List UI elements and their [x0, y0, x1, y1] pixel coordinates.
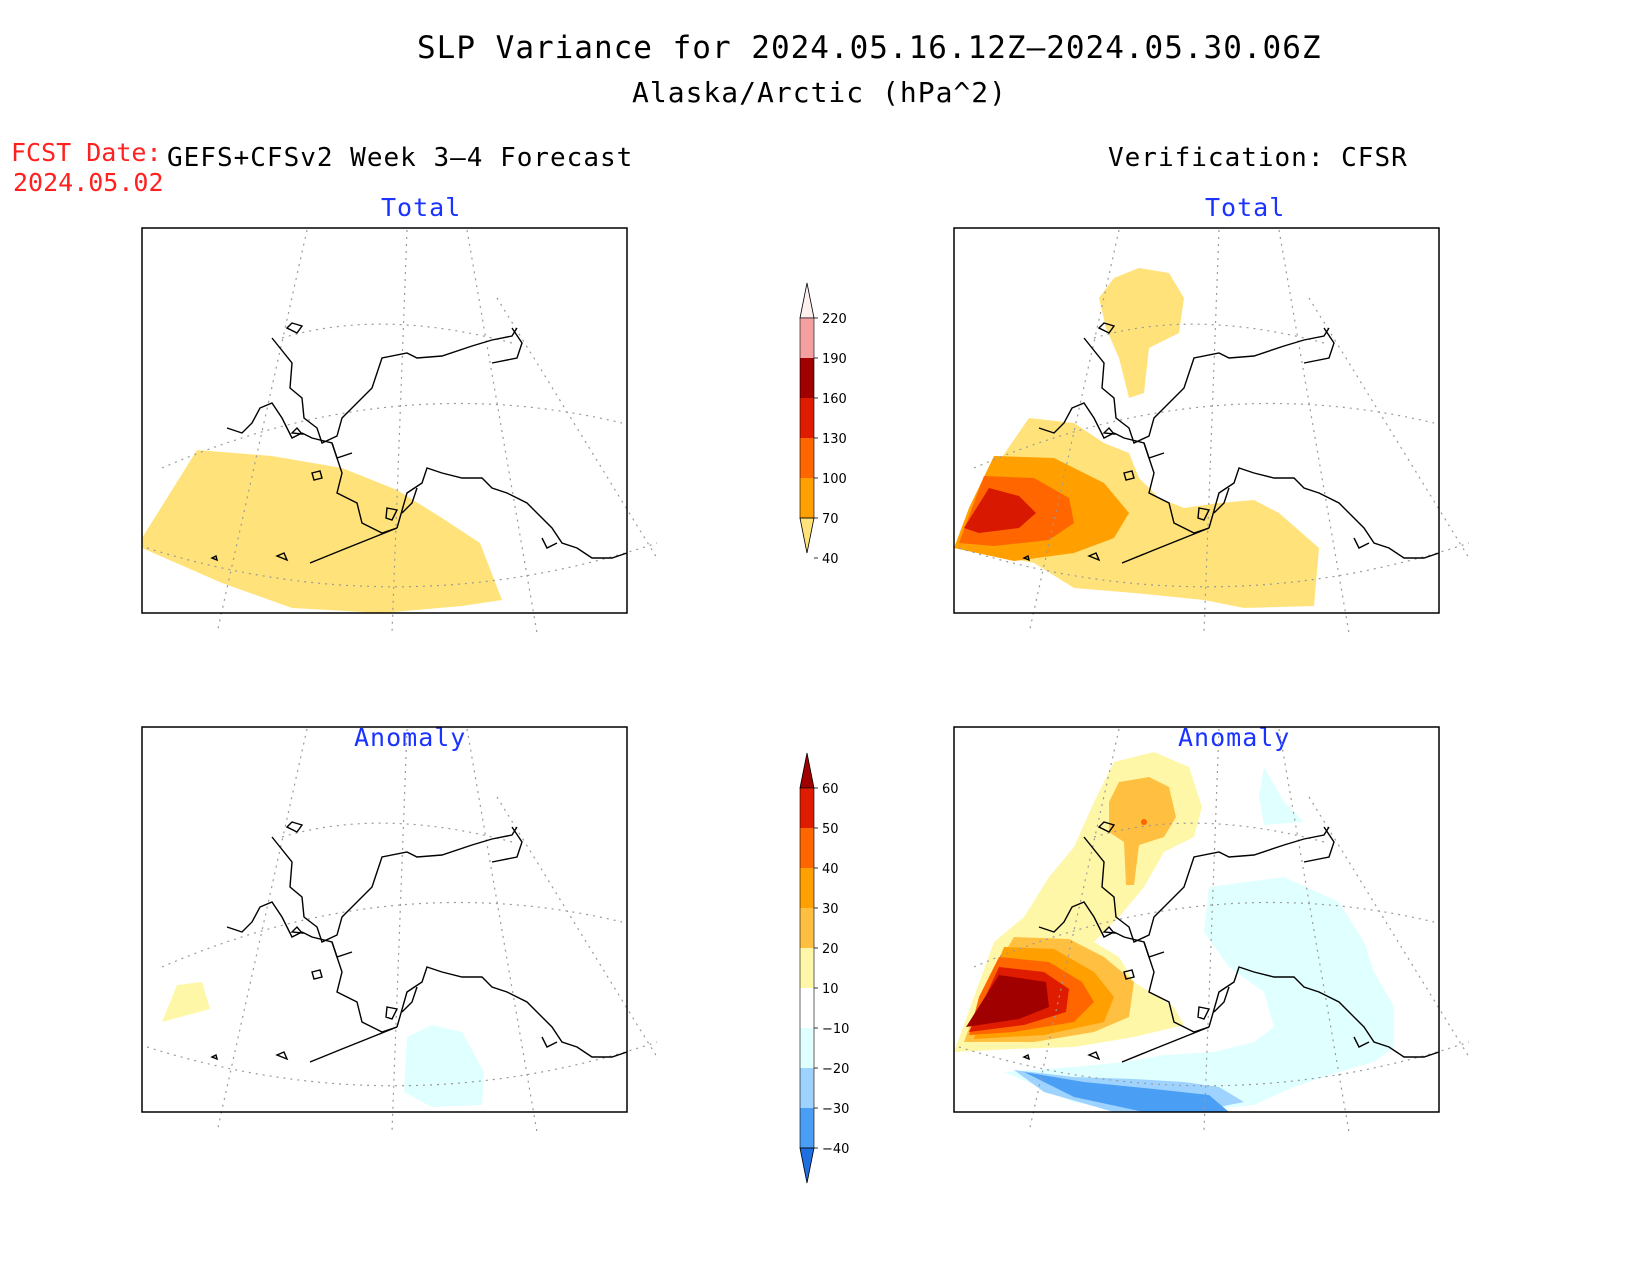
anomaly-colorbar-label: −20 [822, 1062, 849, 1077]
anomaly-colorbar: 60 50 40 30 20 10 −10 −20 −30 −40 [799, 752, 849, 1184]
total-colorbar-segment [800, 478, 814, 518]
verification-anomaly-title: Anomaly [1178, 723, 1291, 752]
anomaly-colorbar-label: −40 [822, 1142, 849, 1157]
anomaly-colorbar-label: 30 [822, 902, 839, 917]
total-colorbar-bottom-arrow [799, 517, 815, 554]
total-colorbar-label: 130 [822, 432, 847, 447]
total-colorbar-segment [800, 318, 814, 358]
verification-total-contour-40a [1099, 268, 1184, 398]
total-colorbar-segment [800, 358, 814, 398]
anomaly-colorbar-segment [800, 788, 814, 828]
anomaly-colorbar-segment [800, 868, 814, 908]
total-colorbar-top-arrow [799, 282, 815, 319]
anomaly-colorbar-label: 60 [822, 782, 839, 797]
total-colorbar-label: 160 [822, 392, 847, 407]
forecast-anomaly-title: Anomaly [354, 723, 467, 752]
figure-subtitle: Alaska/Arctic (hPa^2) [632, 76, 1008, 109]
anomaly-colorbar-segment [800, 1108, 814, 1148]
fcst-date-label: FCST Date: [11, 138, 162, 167]
anomaly-colorbar-label: 10 [822, 982, 839, 997]
verification-anomaly-contour-neg10a [1004, 877, 1394, 1112]
verification-anomaly-contour-neg30 [1024, 1072, 1229, 1112]
verification-anomaly-contour-60 [966, 975, 1049, 1027]
total-colorbar-label: 100 [822, 472, 847, 487]
anomaly-colorbar-segment [800, 1028, 814, 1068]
verification-anomaly-contour-neg10b [1259, 767, 1304, 825]
anomaly-colorbar-segment [800, 948, 814, 988]
total-colorbar-label: 190 [822, 352, 847, 367]
anomaly-colorbar-segment [800, 908, 814, 948]
anomaly-colorbar-segment [800, 828, 814, 868]
forecast-anomaly-contour-neg10 [404, 1025, 484, 1107]
verification-total-contour-130 [964, 488, 1036, 533]
anomaly-colorbar-outline [799, 787, 815, 1149]
anomaly-colorbar-label: 50 [822, 822, 839, 837]
forecast-anomaly-contour-10 [162, 982, 210, 1022]
forecast-total-title: Total [381, 193, 462, 222]
figure-title: SLP Variance for 2024.05.16.12Z–2024.05.… [417, 30, 1322, 66]
verification-total-title: Total [1205, 193, 1286, 222]
verification-total-map [953, 227, 1470, 634]
verification-anomaly-map [953, 726, 1470, 1133]
forecast-total-contour-40 [142, 450, 502, 613]
total-colorbar-label: 70 [822, 512, 839, 527]
forecast-total-map [141, 227, 658, 634]
forecast-anomaly-map [141, 726, 658, 1133]
anomaly-colorbar-label: −30 [822, 1102, 849, 1117]
anomaly-colorbar-segment [800, 1068, 814, 1108]
total-colorbar-label: 40 [822, 552, 839, 567]
anomaly-colorbar-label: 20 [822, 942, 839, 957]
anomaly-colorbar-label: 40 [822, 862, 839, 877]
verification-anomaly-max-dot [1141, 819, 1147, 825]
anomaly-colorbar-segment [800, 988, 814, 1028]
total-colorbar-segment [800, 438, 814, 478]
verification-header: Verification: CFSR [1108, 143, 1408, 173]
total-colorbar-outline [799, 317, 815, 519]
total-colorbar-label: 220 [822, 312, 847, 327]
anomaly-colorbar-bottom-arrow [799, 1147, 815, 1184]
anomaly-colorbar-label: −10 [822, 1022, 849, 1037]
total-colorbar: 220 190 160 130 100 70 40 [799, 282, 847, 567]
total-colorbar-segment [800, 398, 814, 438]
verification-anomaly-contour-20 [1109, 777, 1176, 885]
anomaly-colorbar-top-arrow [799, 752, 815, 789]
fcst-date-value: 2024.05.02 [13, 168, 164, 197]
forecast-header: GEFS+CFSv2 Week 3–4 Forecast [167, 143, 634, 173]
